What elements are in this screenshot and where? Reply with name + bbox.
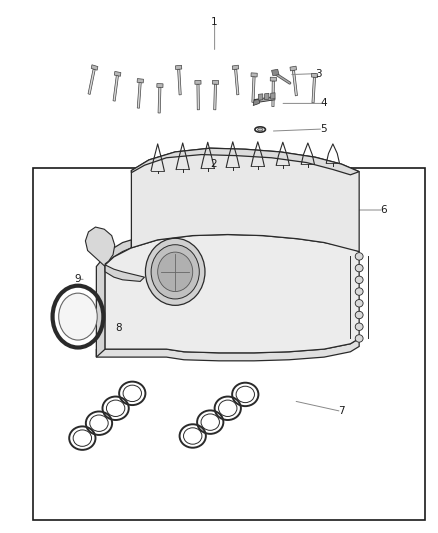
Polygon shape (88, 69, 95, 94)
Ellipse shape (355, 300, 363, 307)
Polygon shape (85, 227, 115, 266)
Polygon shape (114, 71, 121, 76)
Ellipse shape (355, 253, 363, 260)
Ellipse shape (355, 288, 363, 295)
Ellipse shape (151, 245, 199, 299)
Ellipse shape (355, 311, 363, 319)
Polygon shape (131, 148, 359, 175)
Polygon shape (312, 77, 315, 103)
Ellipse shape (355, 264, 363, 272)
Bar (33, 168, 425, 520)
Circle shape (59, 293, 97, 340)
Polygon shape (272, 69, 279, 76)
Polygon shape (137, 83, 141, 108)
Text: 8: 8 (115, 324, 122, 333)
Polygon shape (270, 77, 276, 81)
Polygon shape (290, 66, 297, 71)
Ellipse shape (355, 335, 363, 342)
Polygon shape (137, 78, 144, 83)
Polygon shape (253, 99, 260, 106)
Ellipse shape (158, 252, 193, 292)
Ellipse shape (145, 238, 205, 305)
Polygon shape (214, 84, 216, 110)
Polygon shape (252, 77, 255, 102)
Polygon shape (157, 84, 163, 87)
Polygon shape (178, 69, 181, 95)
Polygon shape (272, 81, 274, 107)
Polygon shape (271, 93, 275, 99)
Polygon shape (251, 73, 257, 77)
Text: 9: 9 (74, 274, 81, 284)
Text: 5: 5 (320, 124, 327, 134)
Polygon shape (105, 235, 359, 353)
Polygon shape (113, 76, 118, 101)
Polygon shape (258, 94, 263, 100)
Ellipse shape (258, 128, 263, 131)
Text: 2: 2 (210, 159, 217, 168)
Polygon shape (197, 84, 199, 110)
Text: 7: 7 (338, 407, 345, 416)
Polygon shape (212, 80, 219, 84)
Text: 3: 3 (315, 69, 322, 78)
Polygon shape (131, 148, 359, 252)
Polygon shape (293, 70, 297, 96)
Polygon shape (176, 66, 182, 69)
Polygon shape (311, 74, 318, 77)
Polygon shape (235, 69, 239, 95)
Polygon shape (195, 80, 201, 84)
Polygon shape (96, 338, 359, 361)
Ellipse shape (355, 323, 363, 330)
Text: 6: 6 (380, 205, 387, 215)
Ellipse shape (355, 276, 363, 284)
Polygon shape (158, 87, 161, 113)
Polygon shape (96, 240, 131, 357)
Polygon shape (265, 93, 269, 100)
Text: 4: 4 (321, 99, 328, 108)
Polygon shape (105, 265, 145, 281)
Polygon shape (91, 65, 98, 70)
Polygon shape (232, 65, 239, 70)
Text: 1: 1 (211, 18, 218, 27)
